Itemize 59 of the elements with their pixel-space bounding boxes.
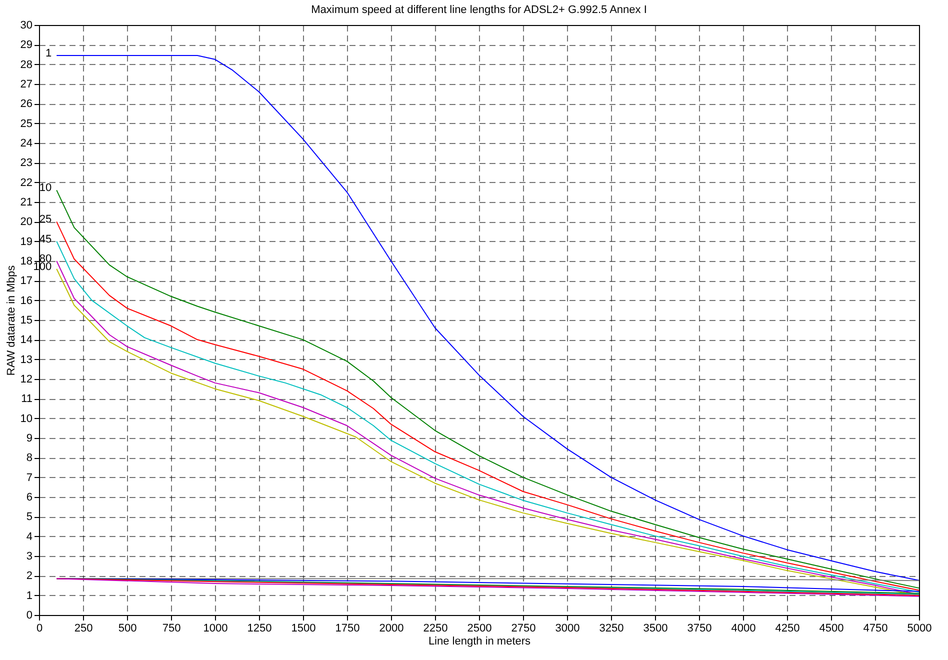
x-tick-label: 2500 (467, 622, 492, 634)
y-tick-label: 1 (26, 590, 32, 602)
x-tick-label: 1750 (335, 622, 360, 634)
y-tick-label: 21 (20, 196, 32, 208)
y-tick-label: 20 (20, 216, 32, 228)
x-tick-label: 1250 (247, 622, 272, 634)
x-tick-label: 500 (118, 622, 137, 634)
y-tick-label: 3 (26, 550, 32, 562)
x-tick-label: 4750 (863, 622, 888, 634)
x-tick-label: 3250 (599, 622, 624, 634)
y-tick-label: 17 (20, 275, 32, 288)
y-tick-label: 2 (26, 570, 32, 582)
x-tick-label: 4500 (819, 622, 844, 634)
x-tick-label: 750 (162, 622, 181, 634)
y-tick-label: 4 (26, 530, 32, 543)
y-tick-label: 6 (26, 492, 32, 504)
x-axis-title: Line length in meters (428, 636, 532, 648)
x-tick-label: 4250 (775, 622, 800, 634)
y-tick-label: 28 (20, 58, 32, 71)
y-tick-label: 24 (20, 138, 32, 150)
x-tick-label: 0 (36, 622, 43, 634)
chart-title: Maximum speed at different line lengths for ADSL2+ G.992.5 Annex I (311, 4, 647, 16)
y-tick-label: 10 (20, 412, 32, 425)
x-tick-label: 3000 (555, 622, 580, 634)
x-tick-label: 3750 (687, 622, 712, 634)
y-tick-label: 11 (21, 393, 32, 406)
x-tick-label: 3500 (643, 622, 668, 634)
y-tick-label: 13 (20, 354, 32, 366)
x-tick-label: 5000 (907, 622, 932, 634)
y-axis-title: RAW datarate in Mbps (5, 264, 18, 376)
y-tick-label: 9 (26, 432, 32, 444)
series-label: 1 (45, 47, 52, 60)
x-tick-label: 2250 (423, 622, 448, 634)
y-tick-label: 25 (20, 118, 32, 130)
y-tick-label: 7 (26, 472, 32, 484)
y-tick-label: 5 (26, 511, 32, 524)
y-tick-label: 22 (20, 176, 32, 189)
y-tick-label: 27 (20, 78, 32, 90)
y-tick-label: 19 (20, 236, 32, 248)
x-tick-label: 1000 (203, 622, 228, 634)
series-label: 10 (39, 182, 52, 194)
x-tick-label: 4000 (731, 622, 756, 634)
y-tick-label: 8 (26, 452, 32, 464)
x-tick-label: 250 (74, 622, 93, 634)
y-tick-label: 0 (26, 610, 32, 622)
y-tick-label: 18 (20, 256, 32, 268)
y-tick-label: 23 (20, 157, 32, 170)
y-tick-label: 29 (20, 39, 32, 52)
x-tick-label: 2000 (379, 622, 404, 634)
series-label: 45 (39, 233, 52, 246)
y-tick-label: 12 (20, 374, 32, 386)
y-tick-label: 14 (20, 334, 32, 346)
series-label: 25 (39, 214, 52, 226)
x-tick-label: 2750 (511, 622, 536, 634)
x-tick-label: 1500 (291, 622, 316, 634)
y-tick-label: 16 (20, 294, 32, 307)
y-tick-label: 26 (20, 98, 32, 110)
y-tick-label: 30 (20, 20, 32, 32)
y-tick-label: 15 (20, 314, 32, 326)
